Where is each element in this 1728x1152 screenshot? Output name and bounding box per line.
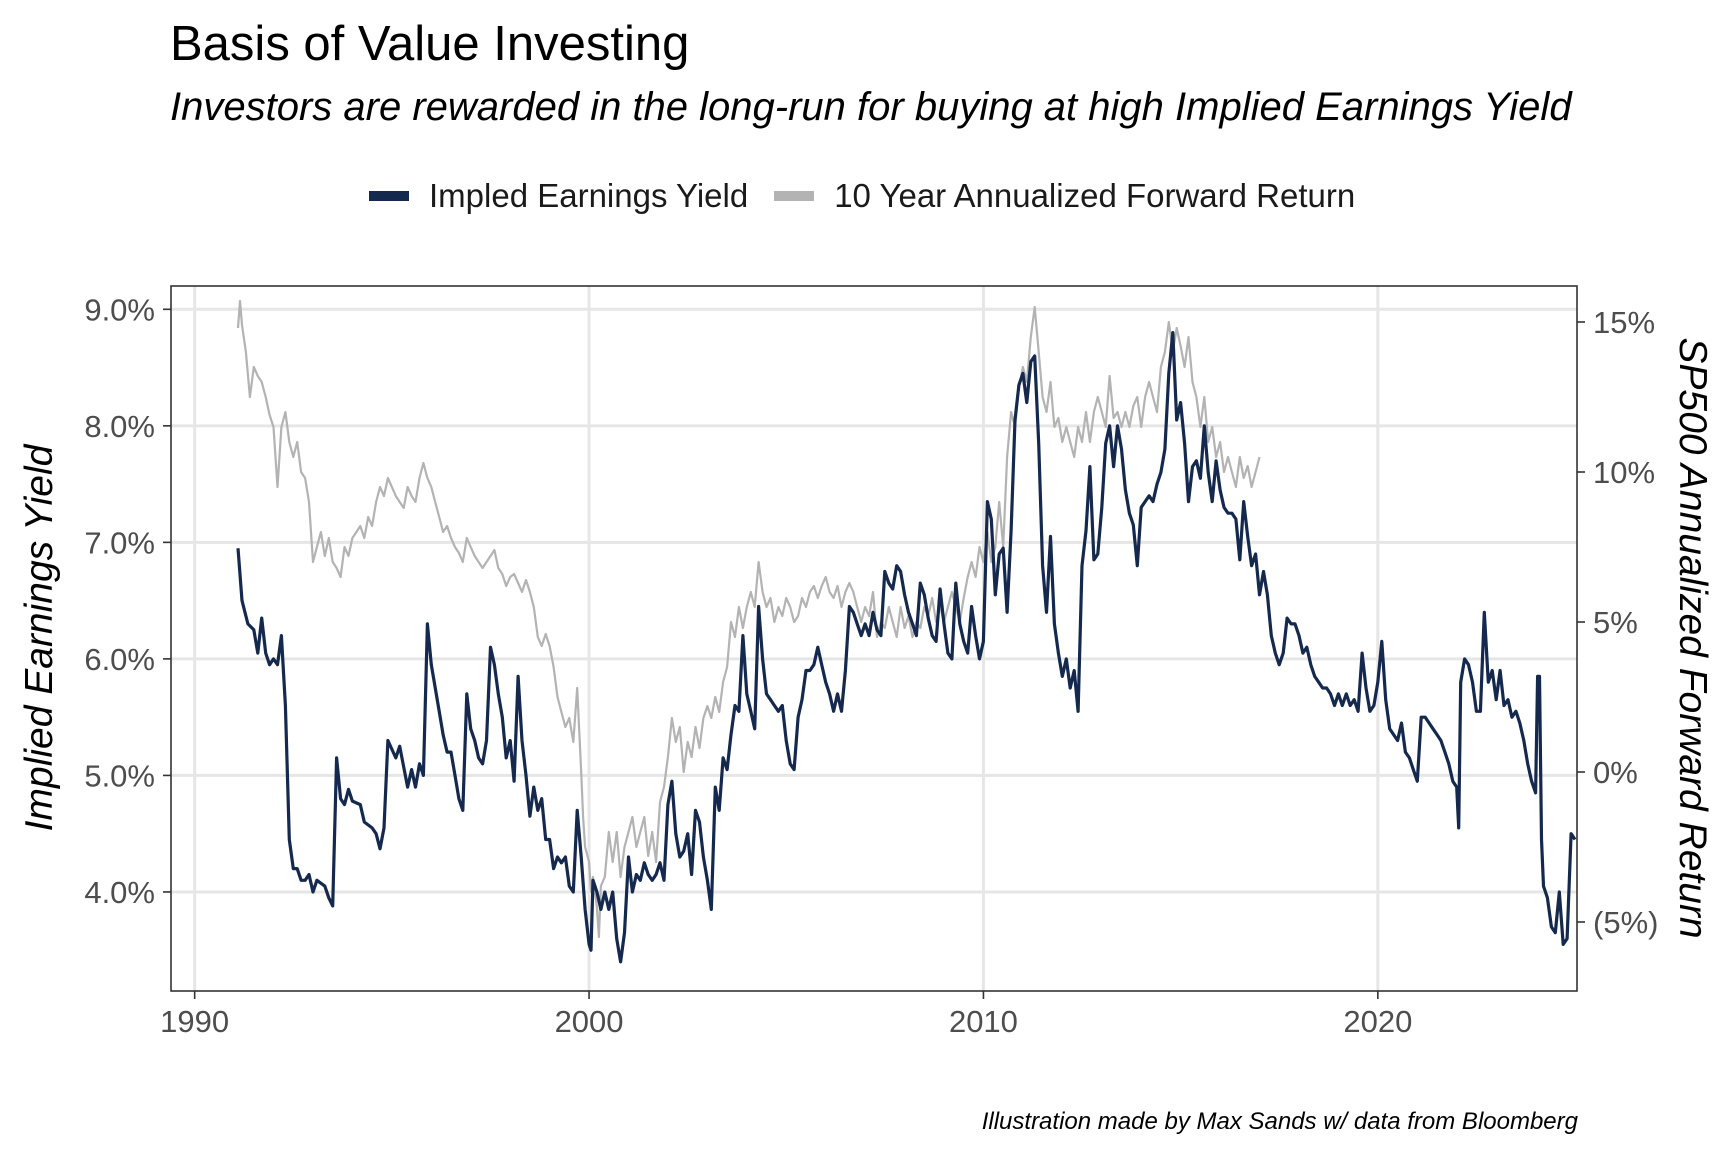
tick-label-left: 5.0% bbox=[84, 758, 155, 793]
legend-item-forward-return: 10 Year Annualized Forward Return bbox=[774, 177, 1355, 215]
grid bbox=[171, 286, 1577, 991]
series-line-forward-return bbox=[236, 299, 1261, 939]
series-layer bbox=[236, 299, 1577, 964]
tick-label-right: 10% bbox=[1593, 455, 1655, 490]
tick-label-left: 4.0% bbox=[84, 875, 155, 910]
series-line-earnings-yield bbox=[236, 331, 1577, 964]
legend: Impled Earnings Yield 10 Year Annualized… bbox=[369, 176, 1381, 216]
left-axis: 9.0% 8.0% 7.0% 6.0% 5.0% 4.0% bbox=[84, 292, 171, 910]
chart-title: Basis of Value Investing bbox=[170, 17, 690, 71]
tick-label-left: 8.0% bbox=[84, 409, 155, 444]
tick-label-left: 9.0% bbox=[84, 292, 155, 327]
tick-label-x: 2010 bbox=[949, 1004, 1018, 1039]
chart-subtitle: Investors are rewarded in the long-run f… bbox=[170, 85, 1572, 129]
legend-item-earnings-yield: Impled Earnings Yield bbox=[369, 177, 748, 215]
tick-label-right: (5%) bbox=[1593, 905, 1658, 940]
chart-caption: Illustration made by Max Sands w/ data f… bbox=[981, 1108, 1578, 1135]
legend-key-earnings-yield bbox=[369, 191, 409, 201]
tick-label-left: 6.0% bbox=[84, 642, 155, 677]
x-axis: 1990 2000 2010 2020 bbox=[160, 991, 1412, 1039]
right-axis: 15% 10% 5% 0% (5%) bbox=[1577, 305, 1658, 940]
y-axis-left-title: Implied Earnings Yield bbox=[18, 443, 61, 831]
tick-label-right: 0% bbox=[1593, 755, 1638, 790]
legend-label-earnings-yield: Impled Earnings Yield bbox=[429, 177, 749, 214]
tick-label-x: 2020 bbox=[1343, 1004, 1412, 1039]
plot-panel-border bbox=[170, 285, 1578, 992]
tick-label-right: 15% bbox=[1593, 305, 1655, 340]
tick-label-x: 1990 bbox=[160, 1004, 229, 1039]
tick-label-right: 5% bbox=[1593, 605, 1638, 640]
y-axis-right-title: SP500 Annualized Forward Return bbox=[1671, 337, 1714, 938]
legend-label-forward-return: 10 Year Annualized Forward Return bbox=[834, 177, 1356, 214]
legend-key-forward-return bbox=[774, 191, 815, 201]
tick-label-left: 7.0% bbox=[84, 525, 155, 560]
tick-label-x: 2000 bbox=[555, 1004, 624, 1039]
